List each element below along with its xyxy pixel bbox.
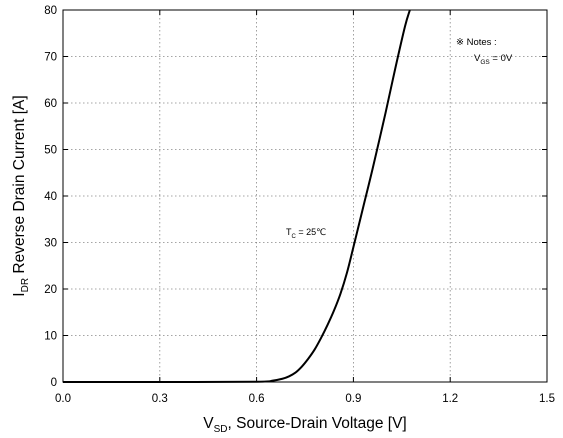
x-axis-label: VSD, Source-Drain Voltage [V] — [203, 415, 406, 435]
tc-rest: = 25℃ — [296, 227, 326, 237]
y-axis-label-rest: Reverse Drain Current [A] — [11, 95, 28, 278]
y-tick-label: 20 — [44, 284, 57, 296]
series-line — [62, 9, 411, 384]
y-tick-label: 80 — [44, 5, 57, 17]
y-axis-ticks: 0 10 20 30 40 50 60 70 80 — [44, 5, 547, 389]
notes-vgs-rest: = 0V — [490, 53, 513, 64]
x-tick-label: 1.2 — [442, 393, 458, 405]
y-tick-label: 10 — [44, 331, 57, 343]
x-tick-label: 1.5 — [539, 393, 555, 405]
x-axis-label-sub: SD — [214, 424, 228, 435]
notes-vgs-sub: GS — [480, 59, 490, 66]
y-axis-label: IDR Reverse Drain Current [A] — [11, 95, 31, 296]
x-tick-label: 0.0 — [55, 393, 71, 405]
tc-sub: C — [292, 234, 297, 240]
y-tick-label: 30 — [44, 238, 57, 250]
x-axis-ticks: 0.0 0.3 0.6 0.9 1.2 1.5 — [55, 10, 555, 405]
x-axis-label-rest: , Source-Drain Voltage [V] — [228, 415, 407, 432]
y-axis-label-sub: DR — [20, 278, 31, 292]
tc-main: T — [286, 227, 292, 237]
tc-annotation: TC = 25℃ — [286, 227, 326, 240]
x-tick-label: 0.3 — [152, 393, 168, 405]
x-tick-label: 0.9 — [345, 393, 361, 405]
notes-title: ※ Notes : — [456, 37, 497, 48]
notes-vgs: VGS = 0V — [474, 53, 513, 66]
y-tick-label: 50 — [44, 145, 57, 157]
y-tick-label: 40 — [44, 191, 57, 203]
x-tick-label: 0.6 — [249, 393, 265, 405]
grid-lines — [63, 10, 547, 382]
y-tick-label: 0 — [51, 377, 57, 389]
y-tick-label: 60 — [44, 98, 57, 110]
x-axis-label-main: V — [203, 415, 214, 432]
y-tick-label: 70 — [44, 52, 57, 64]
y-axis-label-main: I — [11, 292, 28, 296]
notes-vgs-main: V — [474, 53, 481, 64]
